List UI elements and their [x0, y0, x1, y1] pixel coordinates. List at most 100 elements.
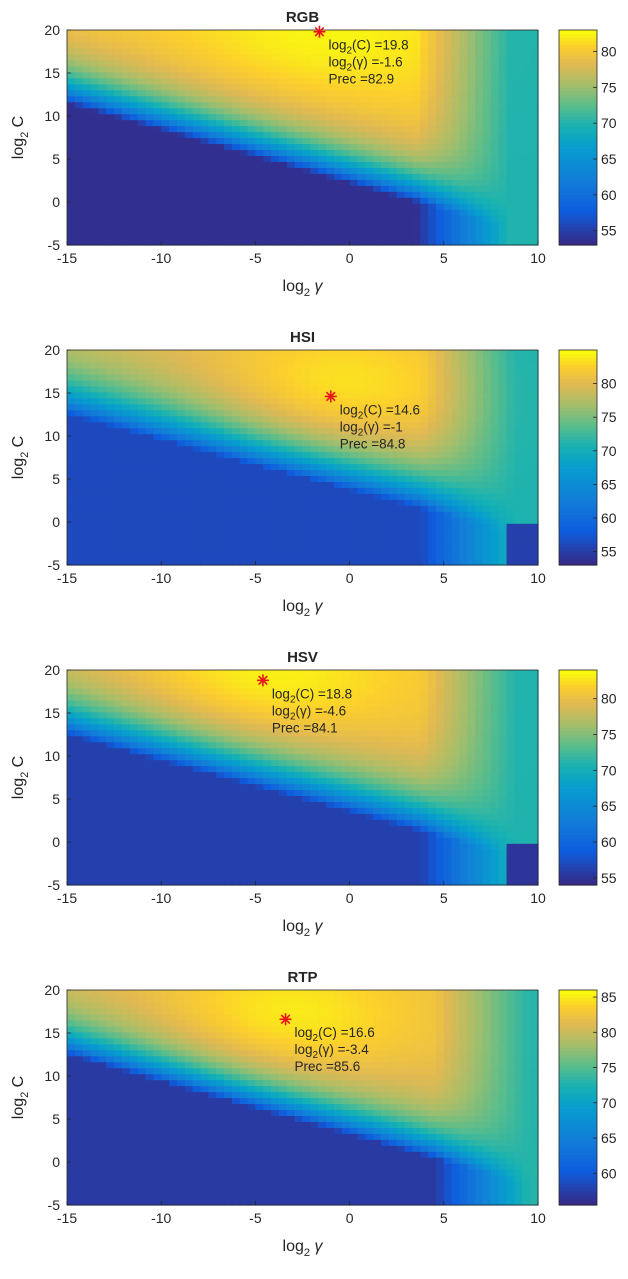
heatmap-cell [239, 227, 249, 234]
heatmap-cell [396, 95, 406, 103]
heatmap-cell [381, 101, 390, 109]
heatmap-cell [153, 795, 162, 802]
heatmap-cell [90, 421, 99, 429]
heatmap-cell [176, 523, 186, 530]
heatmap-cell [381, 535, 390, 542]
heatmap-cell [263, 379, 272, 387]
heatmap-cell [514, 41, 523, 49]
heatmap-cell [412, 391, 421, 399]
heatmap-cell [396, 143, 406, 151]
heatmap-cell [365, 101, 374, 109]
heatmap-cell [82, 421, 92, 429]
heatmap-cell [467, 221, 476, 228]
heatmap-cell [357, 47, 366, 55]
heatmap-cell [341, 493, 351, 500]
heatmap-cell [451, 65, 461, 73]
heatmap-cell [82, 373, 92, 381]
heatmap-cell [145, 30, 154, 37]
heatmap-cell [318, 409, 327, 417]
heatmap-cell [428, 523, 437, 530]
heatmap-cell [514, 379, 523, 387]
heatmap-cell [326, 149, 335, 157]
heatmap-cell [310, 119, 319, 127]
heatmap-cell [373, 161, 382, 168]
heatmap-cell [145, 77, 154, 85]
heatmap-cell [121, 819, 131, 826]
colorbar-segment [559, 378, 597, 383]
heatmap-cell [388, 209, 398, 216]
heatmap-cell [184, 457, 194, 465]
heatmap-cell [341, 559, 351, 566]
heatmap-cell [318, 221, 327, 228]
heatmap-cell [318, 493, 327, 500]
heatmap-cell [74, 469, 84, 477]
heatmap-cell [349, 155, 359, 162]
heatmap-cell [388, 137, 398, 145]
heatmap-cell [67, 101, 76, 109]
heatmap-cell [137, 173, 147, 180]
heatmap-cell [428, 409, 437, 417]
heatmap-cell [224, 355, 233, 363]
heatmap-cell [271, 89, 280, 97]
heatmap-cell [216, 367, 225, 375]
heatmap-cell [498, 221, 508, 228]
colorbar-segment [559, 112, 597, 117]
heatmap-cell [286, 385, 296, 393]
heatmap-cell [114, 233, 123, 240]
heatmap-cell [231, 35, 241, 43]
heatmap-cell [74, 391, 84, 399]
heatmap-cell [129, 95, 139, 103]
heatmap-cell [67, 445, 76, 453]
heatmap-cell [263, 221, 272, 228]
heatmap-cell [192, 30, 202, 37]
heatmap-cell [153, 463, 162, 471]
heatmap-cell [176, 367, 186, 375]
heatmap-cell [82, 89, 92, 97]
heatmap-cell [302, 415, 311, 423]
heatmap-cell [184, 379, 194, 387]
heatmap-cell [381, 233, 390, 240]
heatmap-cell [475, 541, 484, 548]
heatmap-cell [184, 397, 194, 405]
heatmap-cell [428, 397, 437, 405]
heatmap-cell [114, 723, 123, 731]
heatmap-cell [98, 753, 107, 761]
heatmap-cell [176, 511, 186, 518]
heatmap-cell [428, 445, 437, 453]
heatmap-cell [435, 355, 445, 363]
heatmap-cell [137, 149, 147, 157]
colorbar-tick-label: 75 [601, 409, 617, 425]
heatmap-cell [129, 855, 139, 862]
heatmap-cell [82, 191, 92, 198]
heatmap-cell [522, 451, 531, 459]
heatmap-cell [522, 481, 531, 488]
heatmap-cell [451, 535, 461, 542]
heatmap-cell [200, 475, 209, 482]
heatmap-cell [522, 385, 531, 393]
heatmap-cell [341, 191, 351, 198]
heatmap-cell [498, 65, 508, 73]
heatmap-cell [247, 119, 256, 127]
heatmap-cell [514, 499, 523, 506]
heatmap-cell [443, 541, 453, 548]
heatmap-cell [137, 670, 147, 677]
heatmap-cell [184, 529, 194, 536]
heatmap-cell [106, 421, 115, 429]
heatmap-cell [412, 167, 421, 174]
heatmap-cell [286, 391, 296, 399]
heatmap-cell [121, 403, 131, 411]
heatmap-cell [121, 427, 131, 435]
heatmap-cell [506, 355, 516, 363]
heatmap-cell [310, 191, 319, 198]
heatmap-cell [294, 529, 304, 536]
heatmap-cell [396, 463, 406, 471]
heatmap-cell [67, 439, 76, 447]
heatmap-cell [137, 795, 147, 802]
heatmap-cell [428, 457, 437, 465]
heatmap-cell [404, 517, 413, 524]
heatmap-cell [216, 143, 225, 151]
heatmap-cell [514, 143, 523, 151]
heatmap-cell [490, 487, 500, 494]
heatmap-cell [121, 873, 131, 880]
